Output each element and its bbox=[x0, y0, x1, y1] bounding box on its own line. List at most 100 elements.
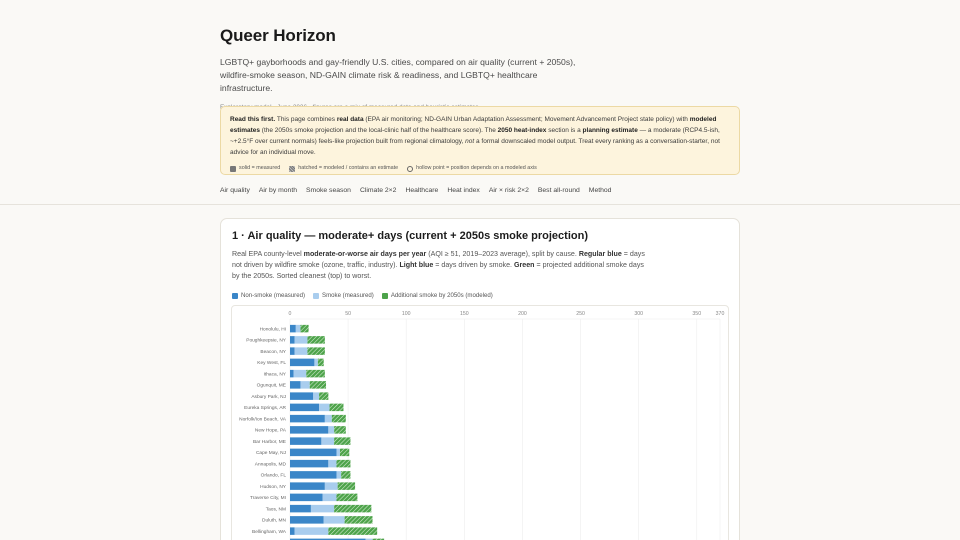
bar-future-smoke bbox=[300, 324, 309, 333]
bar-non-smoke bbox=[290, 538, 366, 540]
air-quality-card: 1 · Air quality — moderate+ days (curren… bbox=[220, 218, 740, 540]
smoke-swatch-icon bbox=[313, 292, 320, 299]
x-tick-label: 150 bbox=[460, 311, 469, 317]
bar-future-smoke bbox=[337, 482, 356, 490]
nav-method[interactable]: Method bbox=[588, 187, 612, 194]
bar-non-smoke bbox=[290, 482, 325, 490]
disclaimer-notice: Read this first. This page combines real… bbox=[220, 106, 740, 175]
bar-smoke bbox=[295, 324, 301, 333]
bar-non-smoke bbox=[290, 369, 294, 378]
bar-non-smoke bbox=[290, 381, 301, 389]
category-label: Traverse City, MI bbox=[250, 495, 286, 501]
category-label: Asbury Park, NJ bbox=[251, 394, 286, 400]
category-label: Taos, NM bbox=[266, 506, 286, 512]
page-title: Queer Horizon bbox=[220, 26, 336, 45]
bar-non-smoke bbox=[290, 437, 322, 445]
nav-best-all-round[interactable]: Best all-round bbox=[537, 187, 580, 194]
nav-smoke-season[interactable]: Smoke season bbox=[306, 187, 351, 194]
notice-text: Read this first. This page combines real… bbox=[230, 116, 720, 156]
hollow-point-icon bbox=[407, 165, 414, 172]
bar-smoke bbox=[293, 369, 307, 378]
bar-smoke bbox=[365, 538, 373, 540]
category-label: Bar Harbor, ME bbox=[253, 439, 286, 445]
bar-future-smoke bbox=[319, 392, 329, 400]
category-label: Hudson, NY bbox=[260, 484, 287, 490]
bar-non-smoke bbox=[290, 493, 323, 502]
bar-smoke bbox=[324, 414, 332, 423]
bar-smoke bbox=[294, 336, 308, 344]
category-label: Annapolis, MD bbox=[255, 461, 287, 467]
category-label: Norfolk/Ion Beach, VA bbox=[239, 416, 287, 422]
nav-healthcare[interactable]: Healthcare bbox=[405, 187, 439, 194]
nav-air-by-month[interactable]: Air by month bbox=[258, 187, 297, 194]
bar-smoke bbox=[322, 493, 337, 502]
legend-item-smoke: Smoke (measured) bbox=[313, 292, 374, 299]
bar-non-smoke bbox=[290, 347, 295, 355]
bar-future-smoke bbox=[317, 358, 324, 367]
bar-smoke bbox=[313, 392, 320, 400]
category-label: Key West, FL bbox=[257, 360, 286, 366]
category-label: Beacon, NY bbox=[260, 349, 286, 355]
bar-smoke bbox=[294, 527, 329, 535]
section-description: Real EPA county-level moderate-or-worse … bbox=[232, 250, 645, 280]
nav-heat-index[interactable]: Heat index bbox=[447, 187, 480, 194]
bar-smoke bbox=[324, 482, 338, 490]
bar-future-smoke bbox=[372, 538, 385, 540]
page-subtitle: LGBTQ+ gayborhoods and gay-friendly U.S.… bbox=[220, 57, 576, 93]
category-label: Honolulu, HI bbox=[260, 326, 286, 332]
x-tick-label: 0 bbox=[289, 311, 292, 317]
bar-smoke bbox=[323, 516, 345, 524]
bar-non-smoke bbox=[290, 426, 329, 434]
bar-future-smoke bbox=[331, 414, 346, 423]
bar-future-smoke bbox=[307, 347, 325, 355]
hatched-swatch-icon bbox=[289, 165, 296, 172]
nav-air-risk-2x2[interactable]: Air × risk 2×2 bbox=[488, 187, 529, 194]
chart-frame: 0 50 100 150 200 250 300 350 370 Honolulu, HI Poug… bbox=[231, 305, 729, 540]
air-quality-chart: 0 50 100 150 200 250 300 350 370 Honolulu, HI Poug… bbox=[239, 311, 724, 540]
legend-item-non-smoke: Non-smoke (measured) bbox=[232, 292, 305, 299]
bar-future-smoke bbox=[339, 448, 350, 457]
x-tick-label: 50 bbox=[345, 311, 351, 317]
section-nav: Air quality Air by month Smoke season Cl… bbox=[220, 187, 611, 194]
bar-non-smoke bbox=[290, 336, 295, 344]
key-solid: solid = measured bbox=[230, 163, 280, 174]
bar-non-smoke bbox=[290, 403, 320, 412]
bar-future-smoke bbox=[306, 369, 325, 378]
bar-smoke bbox=[294, 347, 308, 355]
data-type-legend: solid = measured hatched = modeled / con… bbox=[230, 163, 730, 174]
bar-non-smoke bbox=[290, 527, 295, 535]
category-label: Duluth, MN bbox=[262, 518, 287, 524]
x-tick-label: 100 bbox=[402, 311, 411, 317]
solid-swatch-icon bbox=[230, 165, 236, 172]
page-header: Queer Horizon LGBTQ+ gayborhoods and gay… bbox=[0, 0, 960, 111]
category-label: Ithaca, NY bbox=[264, 371, 287, 377]
bar-future-smoke bbox=[336, 493, 358, 502]
bar-non-smoke bbox=[290, 392, 314, 400]
key-hollow: hollow point = position depends on a mod… bbox=[407, 163, 537, 174]
key-hatched: hatched = modeled / contains an estimate bbox=[289, 163, 398, 174]
nav-climate-2x2[interactable]: Climate 2×2 bbox=[359, 187, 397, 194]
bar-future-smoke bbox=[307, 336, 325, 344]
category-label: Eureka Springs, AR bbox=[244, 405, 286, 411]
category-label: Orlando, FL bbox=[261, 473, 287, 479]
bar-smoke bbox=[328, 426, 335, 434]
bar-future-smoke bbox=[334, 426, 346, 434]
bar-smoke bbox=[336, 448, 340, 457]
x-tick-label: 200 bbox=[518, 311, 527, 317]
bar-non-smoke bbox=[290, 471, 337, 479]
category-label: New Hope, PA bbox=[255, 428, 287, 434]
bar-non-smoke bbox=[290, 448, 337, 457]
category-label: Cape May, NJ bbox=[256, 450, 287, 456]
nav-air-quality[interactable]: Air quality bbox=[220, 187, 250, 194]
bar-non-smoke bbox=[290, 414, 325, 423]
category-label: Ogunquit, ME bbox=[257, 383, 286, 389]
notice-lead: Read this first. bbox=[230, 116, 276, 123]
chart-legend: Non-smoke (measured) Smoke (measured) Ad… bbox=[232, 292, 728, 299]
bar-smoke bbox=[336, 471, 342, 479]
bar-future-smoke bbox=[329, 403, 344, 412]
bar-future-smoke bbox=[334, 437, 351, 445]
section-title: 1 · Air quality — moderate+ days (curren… bbox=[232, 230, 588, 242]
bar-future-smoke bbox=[344, 516, 373, 524]
bar-smoke bbox=[310, 504, 335, 513]
bar-future-smoke bbox=[328, 527, 378, 535]
